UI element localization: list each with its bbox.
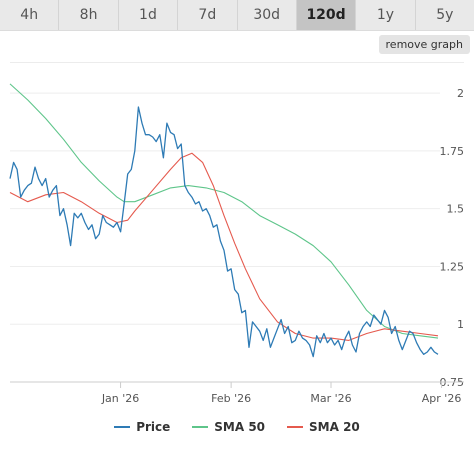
legend-label-sma20: SMA 20	[309, 420, 360, 434]
legend-label-sma50: SMA 50	[214, 420, 266, 434]
y-tick-label-2: 1.25	[440, 260, 465, 273]
legend-item-sma20[interactable]: SMA 20	[287, 420, 360, 434]
x-tick-label-0: Jan '26	[101, 392, 139, 405]
tab-1d[interactable]: 1d	[119, 0, 179, 30]
y-tick-label-1: 1	[457, 318, 464, 331]
x-tick-label-2: Mar '26	[310, 392, 351, 405]
tab-8h[interactable]: 8h	[59, 0, 119, 30]
y-tick-label-5: 2	[457, 87, 464, 100]
series-line-sma-50	[9, 83, 439, 339]
tab-4h[interactable]: 4h	[0, 0, 60, 30]
legend-swatch-sma20	[287, 426, 304, 428]
legend-item-sma50[interactable]: SMA 50	[192, 420, 265, 434]
y-tick-label-4: 1.75	[440, 145, 465, 158]
x-tick-label-1: Feb '26	[211, 392, 251, 405]
legend-swatch-sma50	[192, 426, 209, 428]
series-line-price	[9, 106, 439, 358]
chart-legend: Price SMA 50 SMA 20	[0, 420, 474, 434]
range-tab-bar: 4h 8h 1d 7d 30d 120d 1y 5y	[0, 0, 474, 31]
tab-5y[interactable]: 5y	[436, 7, 454, 23]
tab-1y[interactable]: 1y	[356, 0, 416, 30]
legend-item-price[interactable]: Price	[114, 420, 170, 434]
x-tick-label-3: Apr '26	[422, 392, 462, 405]
tab-7d[interactable]: 7d	[178, 0, 238, 30]
series-line-sma-20	[9, 152, 439, 341]
chart-top-divider	[10, 62, 464, 63]
y-tick-label-3: 1.5	[447, 203, 465, 216]
remove-graph-button[interactable]: remove graph	[378, 35, 470, 54]
tab-30d[interactable]: 30d	[238, 0, 297, 30]
tab-120d[interactable]: 120d	[296, 0, 357, 30]
legend-swatch-price	[114, 426, 131, 428]
legend-label-price: Price	[136, 420, 171, 434]
